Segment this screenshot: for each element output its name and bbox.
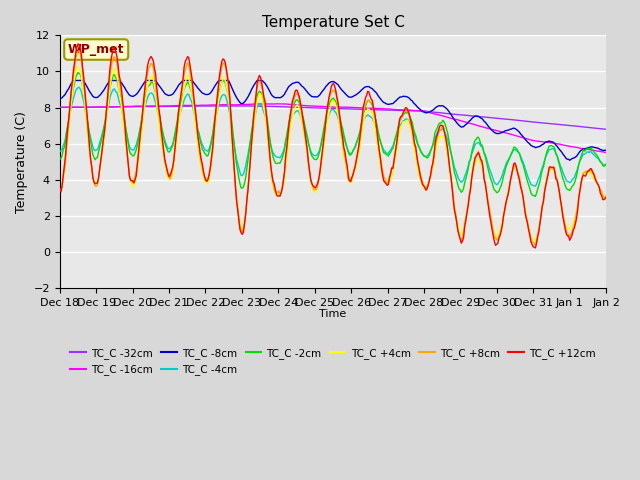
X-axis label: Time: Time: [319, 309, 347, 319]
Title: Temperature Set C: Temperature Set C: [262, 15, 404, 30]
Y-axis label: Temperature (C): Temperature (C): [15, 111, 28, 213]
Legend: TC_C -32cm, TC_C -16cm, TC_C -8cm, TC_C -4cm, TC_C -2cm, TC_C +4cm, TC_C +8cm, T: TC_C -32cm, TC_C -16cm, TC_C -8cm, TC_C …: [66, 344, 600, 379]
Text: WP_met: WP_met: [68, 43, 124, 56]
